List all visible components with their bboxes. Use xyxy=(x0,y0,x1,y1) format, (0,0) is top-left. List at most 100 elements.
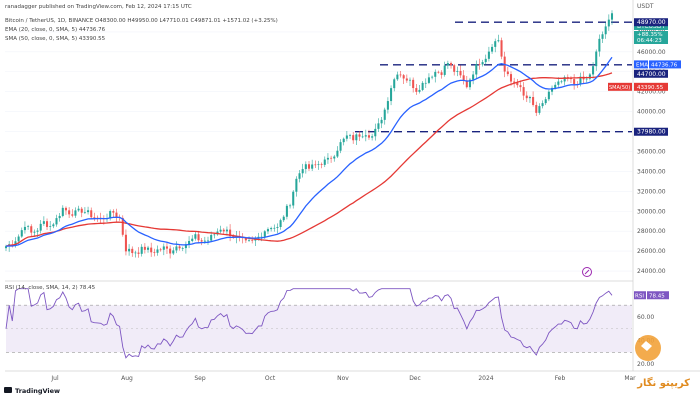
candle-body xyxy=(307,164,311,169)
candle-body xyxy=(61,207,64,216)
candle-body xyxy=(358,134,361,137)
rsi-value: 78.45 xyxy=(649,293,665,299)
candle-body xyxy=(377,123,380,129)
change-tag: +88.35% xyxy=(637,32,663,38)
candle-body xyxy=(266,229,269,232)
price-tick-label: 36000.00 xyxy=(637,148,666,155)
candle-body xyxy=(491,46,494,52)
candle-body xyxy=(83,212,86,213)
candle-body xyxy=(131,248,134,254)
candle-body xyxy=(468,79,471,88)
candle-body xyxy=(462,75,465,81)
candle-body xyxy=(349,135,352,136)
change-tag-bg xyxy=(634,31,668,44)
candle-body xyxy=(39,223,42,231)
candle-body xyxy=(304,164,307,170)
watermark-text: کریپتو نگار xyxy=(636,376,690,389)
time-tick-label: Mar xyxy=(624,375,636,382)
time-tick-label: 2024 xyxy=(478,375,493,382)
candle-body xyxy=(298,173,301,179)
candle-body xyxy=(17,236,20,242)
sma-label-bg xyxy=(608,82,632,91)
candle-body xyxy=(74,210,77,216)
horizontal-levels xyxy=(355,21,632,133)
candle-body xyxy=(200,240,203,242)
candle-body xyxy=(484,58,487,63)
candle-body xyxy=(30,226,33,233)
candle-body xyxy=(563,77,566,82)
candle-body xyxy=(58,215,61,219)
ema-label: EMA xyxy=(636,62,648,68)
candle-body xyxy=(52,224,55,227)
level-upper-tag: 48970.00 xyxy=(637,19,666,26)
candle-body xyxy=(175,246,178,251)
candle-body xyxy=(178,246,181,249)
watermark-logo: کریپتو نگار xyxy=(635,335,690,389)
replay-icon[interactable] xyxy=(582,267,592,277)
candle-body xyxy=(595,51,598,67)
candle-body xyxy=(573,79,576,85)
candle-body xyxy=(579,76,582,85)
time-tick-label: Oct xyxy=(265,375,276,382)
price-tick-label: 34000.00 xyxy=(637,168,666,175)
rsi-legend: RSI (14, close, SMA, 14, 2) 78.45 xyxy=(5,285,96,291)
candle-body xyxy=(320,164,323,165)
candle-body xyxy=(273,227,276,229)
candle-body xyxy=(4,246,8,249)
candle-body xyxy=(260,236,263,238)
candle-body xyxy=(440,72,443,75)
candle-body xyxy=(610,13,614,20)
ticker-tag: BTCUSDT xyxy=(637,23,665,30)
rsi-line xyxy=(5,288,613,359)
candle-body xyxy=(172,250,175,254)
sma-value: 43390.55 xyxy=(637,85,664,91)
candle-body xyxy=(326,157,329,160)
candle-body xyxy=(487,51,490,59)
candle-body xyxy=(592,66,595,75)
rsi-label-bg xyxy=(634,291,646,300)
candle-body xyxy=(27,226,30,227)
time-tick-label: Feb xyxy=(555,375,566,382)
candle-body xyxy=(424,82,427,84)
candle-body xyxy=(500,40,503,57)
author-line: ranadagger published on TradingView.com,… xyxy=(5,4,192,10)
candle-body xyxy=(23,226,26,231)
ema-label-bg xyxy=(634,60,648,69)
candle-body xyxy=(342,138,345,143)
candle-body xyxy=(213,234,216,236)
candle-body xyxy=(87,210,90,213)
candle-body xyxy=(71,214,74,216)
candle-body xyxy=(607,19,610,27)
candle-body xyxy=(528,97,531,99)
rsi-pane xyxy=(5,288,632,359)
candle-body xyxy=(225,229,228,232)
candle-body xyxy=(399,74,402,76)
candle-body xyxy=(20,230,23,237)
candle-body xyxy=(475,64,478,75)
candle-body xyxy=(263,231,266,237)
ema-legend: EMA (20, close, 0, SMA, 5) 44736.76 xyxy=(5,27,106,33)
candle-body xyxy=(153,252,156,253)
candle-body xyxy=(339,142,342,151)
candle-body xyxy=(601,34,604,39)
symbol-line: Bitcoin / TetherUS, 1D, BINANCE O48300.0… xyxy=(5,18,278,24)
rsi-label: RSI xyxy=(635,293,644,299)
candle-body xyxy=(541,103,544,107)
candle-body xyxy=(443,65,446,75)
tradingview-logo[interactable]: TradingView xyxy=(4,387,60,395)
candle-body xyxy=(244,238,247,241)
candle-body xyxy=(128,248,131,252)
time-axis: Jul Aug Sep Oct Nov Dec 2024 Feb Mar xyxy=(50,375,636,382)
candle-body xyxy=(481,62,484,65)
candle-body xyxy=(124,234,127,252)
candle-body xyxy=(33,231,36,233)
candle-body xyxy=(156,249,159,253)
candle-body xyxy=(408,79,412,81)
candle-body xyxy=(598,38,601,52)
candle-body xyxy=(248,240,251,242)
candle-body xyxy=(140,246,143,254)
candle-body xyxy=(336,150,339,157)
candle-body xyxy=(478,64,481,65)
price-tick-label: 28000.00 xyxy=(637,228,666,235)
